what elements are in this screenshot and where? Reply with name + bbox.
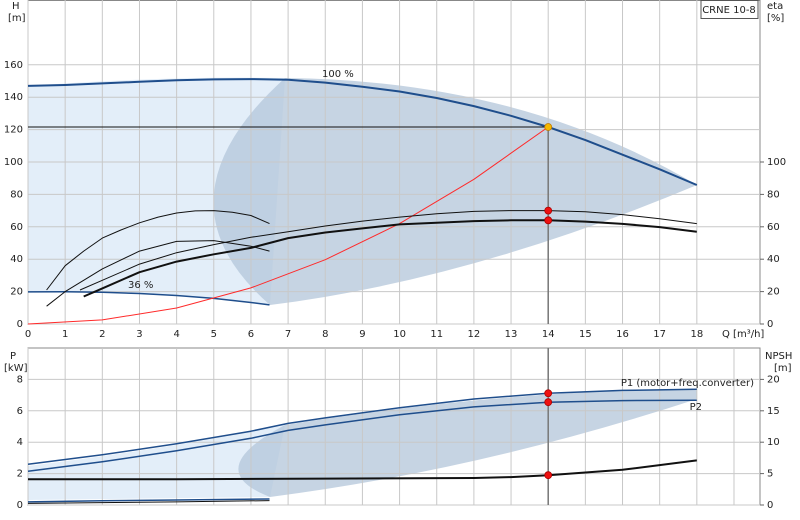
- x-tick-label: 0: [25, 329, 31, 340]
- y2-tick-label: 15: [767, 406, 780, 417]
- y2-tick-label: 20: [767, 374, 780, 385]
- x-tick-label: 15: [579, 329, 592, 340]
- light-region: [28, 77, 285, 306]
- curve: [46, 210, 270, 291]
- pump-model: CRNE 10-8: [702, 5, 756, 16]
- y-tick-label: 4: [17, 437, 23, 448]
- y2-axis-unit: [m]: [774, 363, 792, 374]
- y-tick-label: 140: [4, 92, 23, 103]
- y-tick-label: 60: [10, 222, 23, 233]
- curve: [46, 240, 270, 307]
- curve: [79, 210, 697, 291]
- operating-regions: [28, 77, 698, 500]
- y2-tick-label: 40: [767, 254, 780, 265]
- y-tick-label: 120: [4, 125, 23, 136]
- x-tick-label: 16: [616, 329, 629, 340]
- y-axis-label: H: [12, 1, 20, 12]
- y-tick-label: 6: [17, 406, 23, 417]
- x-tick-label: 5: [211, 329, 217, 340]
- x-tick-label: 18: [690, 329, 703, 340]
- model-box: [700, 0, 759, 19]
- x-tick-label: 14: [542, 329, 555, 340]
- y2-tick-label: 20: [767, 287, 780, 298]
- y-axis-unit: [m]: [8, 13, 26, 24]
- x-tick-label: 1: [62, 329, 68, 340]
- x-tick-label: 6: [248, 329, 254, 340]
- x-tick-label: 4: [173, 329, 179, 340]
- y-tick-label: 80: [10, 189, 23, 200]
- y2-axis-unit: [%]: [767, 13, 784, 24]
- y-tick-label: 160: [4, 60, 23, 71]
- y2-axis-label: NPSH: [765, 351, 792, 362]
- duty-marker: [544, 206, 553, 215]
- x-axis-label: Q [m³/h]: [722, 329, 764, 340]
- x-tick-label: 10: [393, 329, 406, 340]
- curve-label: 36 %: [128, 280, 153, 291]
- x-tick-label: 3: [136, 329, 142, 340]
- y-axis-label: P: [10, 351, 16, 362]
- y2-tick-label: 10: [767, 437, 780, 448]
- curve: [27, 78, 698, 186]
- y-axis-unit: [kW]: [4, 363, 28, 374]
- duty-marker: [544, 471, 553, 480]
- curve: [27, 291, 270, 306]
- y-tick-label: 100: [4, 157, 23, 168]
- curve: [27, 126, 549, 325]
- curve: [27, 498, 270, 503]
- y2-tick-label: 0: [767, 319, 773, 330]
- x-tick-label: 13: [505, 329, 518, 340]
- duty-marker: [544, 398, 553, 407]
- y-tick-label: 20: [10, 287, 23, 298]
- operating-region: [238, 389, 698, 497]
- curve: [28, 459, 697, 481]
- duty-marker: [544, 123, 553, 131]
- x-tick-label: 17: [653, 329, 666, 340]
- curve-label: P2: [690, 402, 702, 413]
- y-tick-label: 40: [10, 254, 23, 265]
- y-tick-label: 2: [17, 469, 23, 480]
- y2-tick-label: 5: [767, 469, 773, 480]
- x-tick-label: 12: [468, 329, 481, 340]
- y2-axis-label: eta: [767, 1, 783, 12]
- duty-marker: [544, 216, 553, 225]
- x-tick-label: 7: [285, 329, 291, 340]
- x-tick-label: 9: [359, 329, 365, 340]
- x-tick-label: 11: [430, 329, 443, 340]
- curve-label: P1 (motor+freq.converter): [621, 378, 754, 389]
- x-tick-label: 8: [322, 329, 328, 340]
- y-tick-label: 0: [17, 319, 23, 330]
- y2-tick-label: 100: [767, 157, 786, 168]
- curve: [27, 500, 270, 504]
- curve: [27, 399, 697, 472]
- x-tick-label: 2: [99, 329, 105, 340]
- y-tick-label: 8: [17, 374, 23, 385]
- y2-tick-label: 60: [767, 222, 780, 233]
- y2-tick-label: 80: [767, 189, 780, 200]
- curve: [83, 219, 697, 298]
- operating-region: [213, 78, 697, 305]
- y-tick-label: 0: [17, 500, 23, 511]
- duty-marker: [544, 389, 553, 398]
- curve: [27, 388, 697, 465]
- y2-tick-label: 0: [767, 500, 773, 511]
- curve-label: 100 %: [322, 69, 354, 80]
